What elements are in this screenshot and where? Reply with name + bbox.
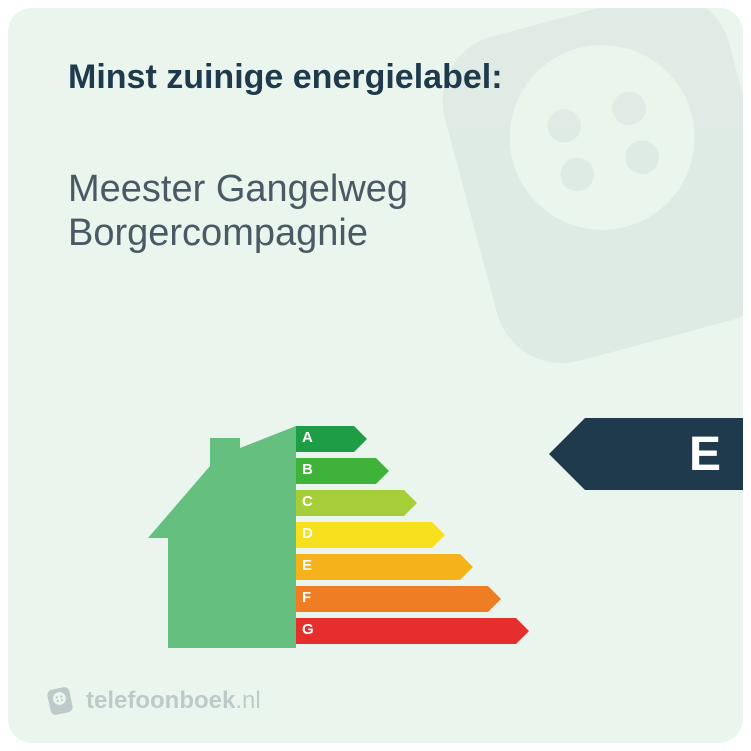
bar-shape xyxy=(296,618,529,644)
footer-brand-name: telefoonboek xyxy=(86,687,235,714)
bar-shape xyxy=(296,586,501,612)
subtitle-line1: Meester Gangelweg xyxy=(68,168,408,210)
house-icon xyxy=(148,418,298,653)
bar-label: A xyxy=(302,429,313,446)
footer-text: telefoonboek.nl xyxy=(86,687,261,715)
footer-phone-icon xyxy=(44,685,76,717)
info-card: Minst zuinige energielabel: Meester Gang… xyxy=(8,8,743,743)
bar-shape xyxy=(296,554,473,580)
bar-label: D xyxy=(302,525,313,542)
card-subtitle: Meester Gangelweg Borgercompagnie xyxy=(68,168,408,255)
bar-label: B xyxy=(302,461,313,478)
bar-shape xyxy=(296,490,417,516)
footer-brand: telefoonboek.nl xyxy=(44,685,261,717)
bar-shape xyxy=(296,522,445,548)
card-title: Minst zuinige energielabel: xyxy=(68,58,503,97)
result-label: E xyxy=(689,427,721,482)
subtitle-line2: Borgercompagnie xyxy=(68,212,368,254)
bar-label: C xyxy=(302,493,313,510)
footer-tld: .nl xyxy=(235,687,260,714)
bar-label: E xyxy=(302,557,312,574)
bar-label: G xyxy=(302,621,314,638)
result-tag: E xyxy=(549,418,743,490)
bar-label: F xyxy=(302,589,311,606)
